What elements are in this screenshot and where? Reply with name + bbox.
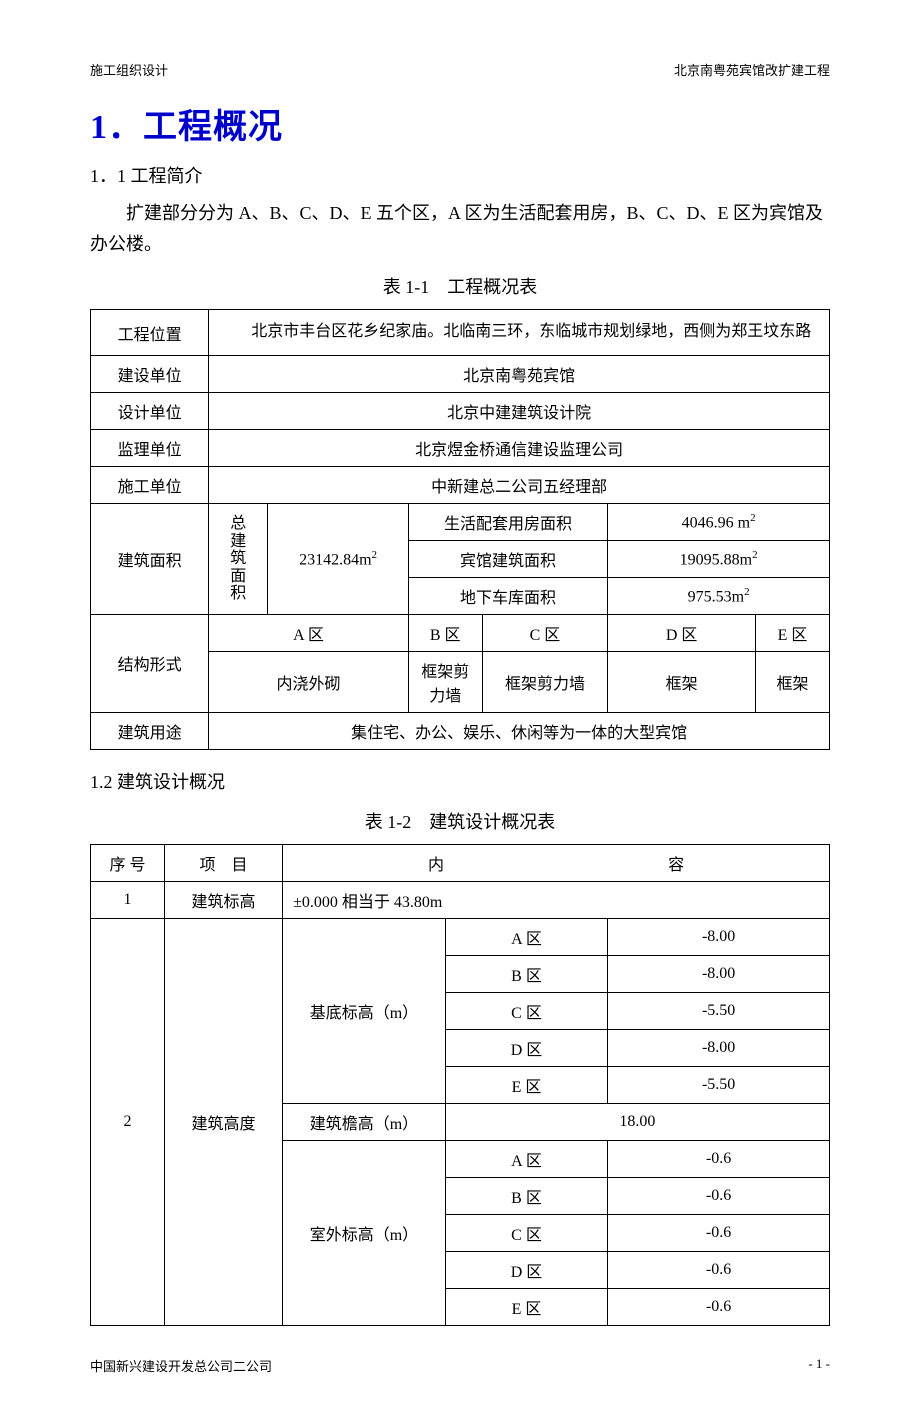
header-right: 北京南粤苑宾馆改扩建工程 <box>674 60 830 79</box>
table-row: 2 建筑高度 基底标高（m） A 区 -8.00 <box>91 918 830 955</box>
table-row: 建设单位 北京南粤苑宾馆 <box>91 355 830 392</box>
table-1-2: 序 号 项 目 内容 1 建筑标高 ±0.000 相当于 43.80m 2 建筑… <box>90 844 830 1326</box>
cell-value: -8.00 <box>608 1029 830 1066</box>
cell-value: -8.00 <box>608 918 830 955</box>
th-item: 项 目 <box>164 844 282 881</box>
cell-value: 内浇外砌 <box>209 651 409 712</box>
cell-value: 19095.88m2 <box>608 540 830 577</box>
cell-value: 975.53m2 <box>608 577 830 614</box>
cell-value: 中新建总二公司五经理部 <box>209 466 830 503</box>
cell-item: 建筑标高 <box>164 881 282 918</box>
cell-value: 北京中建建筑设计院 <box>209 392 830 429</box>
cell-value: -0.6 <box>608 1214 830 1251</box>
cell-zone: D 区 <box>608 614 756 651</box>
cell-label: 建筑用途 <box>91 712 209 749</box>
cell-value: -0.6 <box>608 1288 830 1325</box>
header-left: 施工组织设计 <box>90 60 168 79</box>
cell-value: 集住宅、办公、娱乐、休闲等为一体的大型宾馆 <box>209 712 830 749</box>
table-1-1: 工程位置 北京市丰台区花乡纪家庙。北临南三环，东临城市规划绿地，西侧为郑王坟东路… <box>90 309 830 750</box>
cell-value: -8.00 <box>608 955 830 992</box>
cell-zone: C 区 <box>445 992 608 1029</box>
cell-content: ±0.000 相当于 43.80m <box>283 881 830 918</box>
cell-value: -0.6 <box>608 1140 830 1177</box>
cell-label: 结构形式 <box>91 614 209 712</box>
cell-sub-label: 地下车库面积 <box>408 577 608 614</box>
cell-zone: D 区 <box>445 1029 608 1066</box>
cell-label: 施工单位 <box>91 466 209 503</box>
main-title: 1．工程概况 <box>90 99 830 148</box>
intro-paragraph: 扩建部分分为 A、B、C、D、E 五个区，A 区为生活配套用房，B、C、D、E … <box>90 198 830 259</box>
cell-seq: 1 <box>91 881 165 918</box>
cell-zone: C 区 <box>482 614 608 651</box>
cell-zone: B 区 <box>445 1177 608 1214</box>
table-row: 监理单位 北京煜金桥通信建设监理公司 <box>91 429 830 466</box>
section-1-2-title: 1.2 建筑设计概况 <box>90 768 830 794</box>
cell-zone: A 区 <box>209 614 409 651</box>
cell-label: 工程位置 <box>91 310 209 356</box>
cell-zone: E 区 <box>445 1288 608 1325</box>
cell-sub-label: 宾馆建筑面积 <box>408 540 608 577</box>
table-1-2-caption: 表 1-2 建筑设计概况表 <box>90 808 830 834</box>
cell-value: 北京南粤苑宾馆 <box>209 355 830 392</box>
cell-sub-label: 总建筑面积 <box>209 503 268 614</box>
cell-sub-label: 基底标高（m） <box>283 918 446 1103</box>
cell-zone: B 区 <box>408 614 482 651</box>
cell-label: 建设单位 <box>91 355 209 392</box>
cell-value: -5.50 <box>608 992 830 1029</box>
table-row: 建筑面积 总建筑面积 23142.84m2 生活配套用房面积 4046.96 m… <box>91 503 830 540</box>
cell-label: 设计单位 <box>91 392 209 429</box>
table-header-row: 序 号 项 目 内容 <box>91 844 830 881</box>
cell-sub-label: 建筑檐高（m） <box>283 1103 446 1140</box>
cell-value: 23142.84m2 <box>268 503 408 614</box>
table-row: 结构形式 A 区 B 区 C 区 D 区 E 区 <box>91 614 830 651</box>
cell-value: 18.00 <box>445 1103 829 1140</box>
footer-right: - 1 - <box>808 1356 830 1375</box>
cell-value: 框架剪力墙 <box>482 651 608 712</box>
section-1-1-title: 1．1 工程简介 <box>90 162 830 188</box>
page-header: 施工组织设计 北京南粤苑宾馆改扩建工程 <box>90 60 830 79</box>
cell-seq: 2 <box>91 918 165 1325</box>
table-row: 建筑用途 集住宅、办公、娱乐、休闲等为一体的大型宾馆 <box>91 712 830 749</box>
th-seq: 序 号 <box>91 844 165 881</box>
cell-zone: E 区 <box>445 1066 608 1103</box>
footer-left: 中国新兴建设开发总公司二公司 <box>90 1356 272 1375</box>
cell-value: -0.6 <box>608 1251 830 1288</box>
cell-value: 框架 <box>608 651 756 712</box>
cell-value: -5.50 <box>608 1066 830 1103</box>
table-row: 设计单位 北京中建建筑设计院 <box>91 392 830 429</box>
cell-sub-label: 室外标高（m） <box>283 1140 446 1325</box>
cell-value: -0.6 <box>608 1177 830 1214</box>
cell-item: 建筑高度 <box>164 918 282 1325</box>
cell-zone: E 区 <box>756 614 830 651</box>
cell-zone: A 区 <box>445 1140 608 1177</box>
cell-zone: A 区 <box>445 918 608 955</box>
table-row: 1 建筑标高 ±0.000 相当于 43.80m <box>91 881 830 918</box>
th-content: 内容 <box>283 844 830 881</box>
cell-value: 框架剪力墙 <box>408 651 482 712</box>
cell-value: 框架 <box>756 651 830 712</box>
cell-value: 北京煜金桥通信建设监理公司 <box>209 429 830 466</box>
cell-value: 4046.96 m2 <box>608 503 830 540</box>
page-footer: 中国新兴建设开发总公司二公司 - 1 - <box>90 1356 830 1375</box>
cell-value: 北京市丰台区花乡纪家庙。北临南三环，东临城市规划绿地，西侧为郑王坟东路 <box>209 310 830 356</box>
table-row: 工程位置 北京市丰台区花乡纪家庙。北临南三环，东临城市规划绿地，西侧为郑王坟东路 <box>91 310 830 356</box>
cell-sub-label: 生活配套用房面积 <box>408 503 608 540</box>
table-1-1-caption: 表 1-1 工程概况表 <box>90 273 830 299</box>
table-row: 施工单位 中新建总二公司五经理部 <box>91 466 830 503</box>
cell-zone: B 区 <box>445 955 608 992</box>
cell-zone: C 区 <box>445 1214 608 1251</box>
cell-label: 监理单位 <box>91 429 209 466</box>
cell-label: 建筑面积 <box>91 503 209 614</box>
cell-zone: D 区 <box>445 1251 608 1288</box>
